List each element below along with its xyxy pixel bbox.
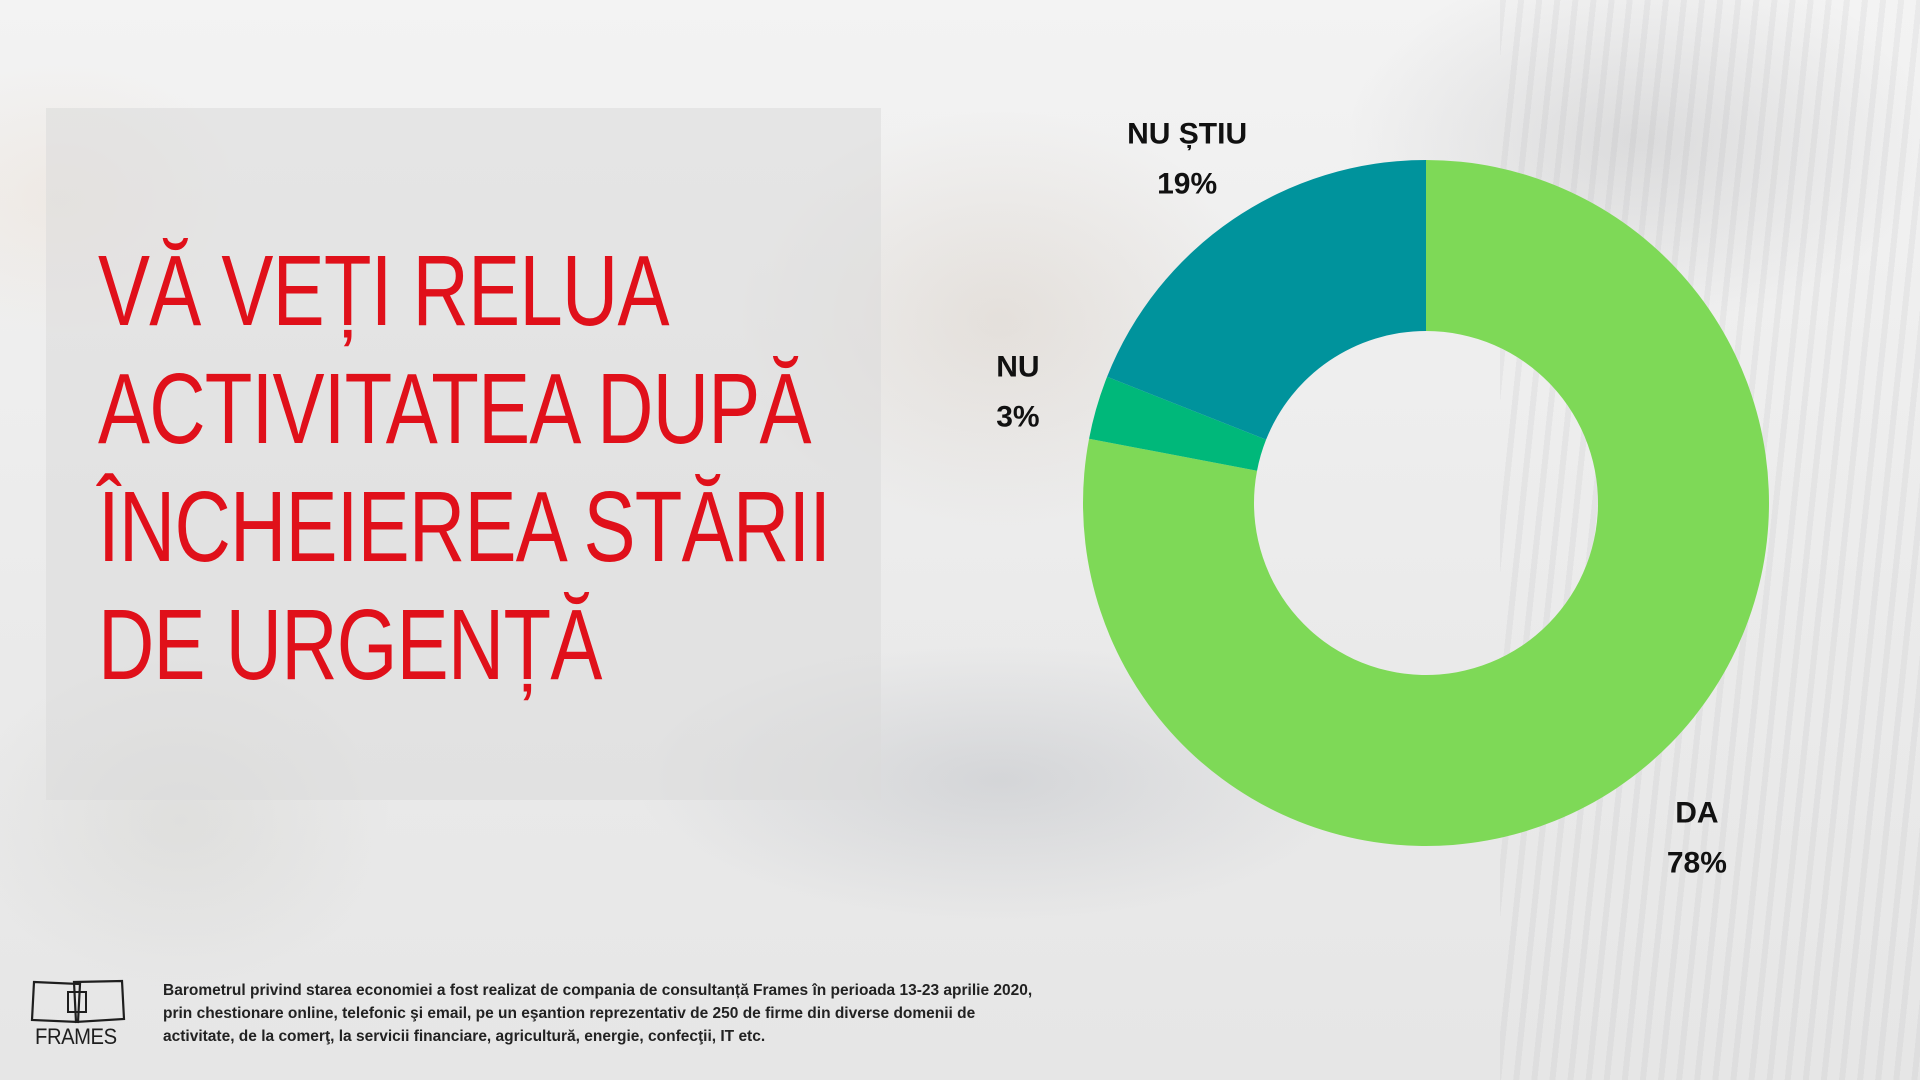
chart-slice-labels: DA 78% NU 3% NU ȘTIU 19%: [996, 117, 1727, 879]
slice-da: [1082, 160, 1770, 847]
slice-value-nu-știu: 19%: [1157, 167, 1217, 200]
slice-nu: [1089, 376, 1267, 471]
survey-footnote: Barometrul privind starea economiei a fo…: [163, 982, 1033, 1045]
chart-slices: [1082, 159, 1770, 847]
frames-logo-text: FRAMES: [35, 1024, 117, 1049]
slice-value-da: 78%: [1667, 846, 1727, 879]
slice-nu-știu: [1107, 159, 1426, 440]
title-panel: [46, 108, 881, 800]
slice-label-nu: NU: [996, 350, 1039, 383]
slice-label-nu-știu: NU ȘTIU: [1127, 117, 1247, 150]
page-title: VĂ VEȚI RELUA ACTIVITATEA DUPĂ ÎNCHEIERE…: [98, 235, 831, 701]
frames-logo-icon: [30, 979, 126, 1024]
slice-label-da: DA: [1675, 796, 1718, 829]
slice-value-nu: 3%: [996, 400, 1039, 433]
